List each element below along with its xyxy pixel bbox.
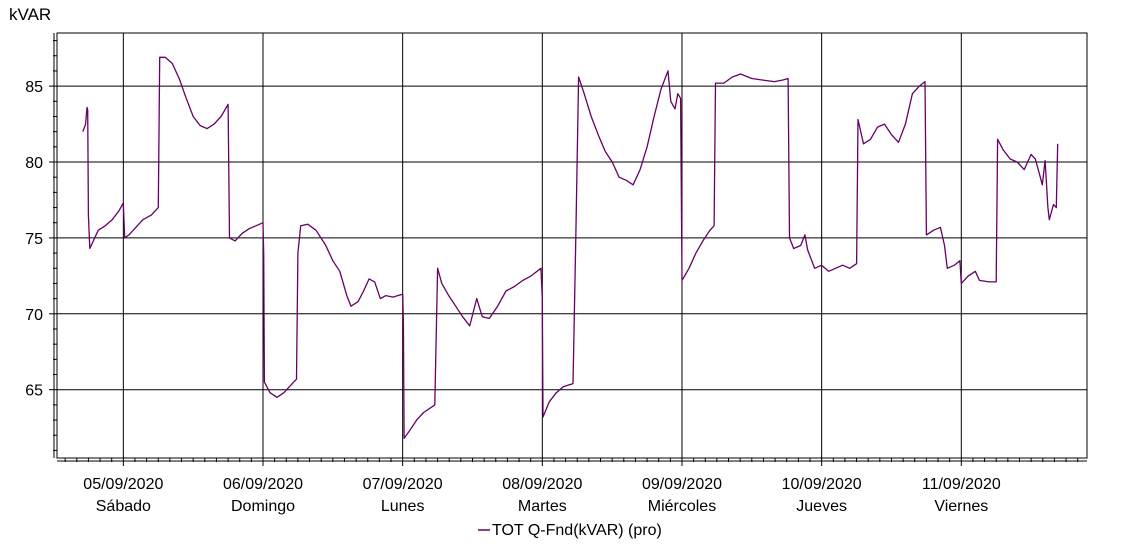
x-tick-day-label: Martes <box>518 498 567 515</box>
series-layer <box>82 56 1059 439</box>
x-tick-day-label: Jueves <box>796 498 847 515</box>
y-tick-label: 80 <box>25 155 43 172</box>
labels: 65 70 75 80 85 05/09/2020 Sábado 06/09/2020 Domi… <box>9 5 1001 515</box>
x-tick-date-label: 09/09/2020 <box>642 476 722 493</box>
x-tick-date-label: 05/09/2020 <box>83 476 163 493</box>
y-tick-label: 70 <box>25 307 43 324</box>
x-tick-date-label: 07/09/2020 <box>363 476 443 493</box>
x-tick-day-label: Viernes <box>934 498 988 515</box>
series-line <box>82 56 1059 439</box>
x-tick-day-label: Miércoles <box>648 498 716 515</box>
y-tick-label: 65 <box>25 383 43 400</box>
x-tick-date-label: 11/09/2020 <box>922 476 1001 493</box>
axes <box>49 32 1088 466</box>
x-tick-date-label: 08/09/2020 <box>502 476 582 493</box>
y-axis-label: kVAR <box>9 5 51 24</box>
x-tick-day-label: Domingo <box>231 498 295 515</box>
y-tick-label: 85 <box>25 79 43 96</box>
x-tick-date-label: 10/09/2020 <box>782 476 862 493</box>
x-tick-date-label: 06/09/2020 <box>223 476 303 493</box>
legend: TOT Q-Fnd(kVAR) (pro) <box>478 522 662 539</box>
plot-frame <box>56 32 1088 459</box>
y-tick-label: 75 <box>25 231 43 248</box>
x-tick-day-label: Lunes <box>381 498 425 515</box>
legend-label: TOT Q-Fnd(kVAR) (pro) <box>492 522 662 539</box>
x-tick-day-label: Sábado <box>96 498 151 515</box>
